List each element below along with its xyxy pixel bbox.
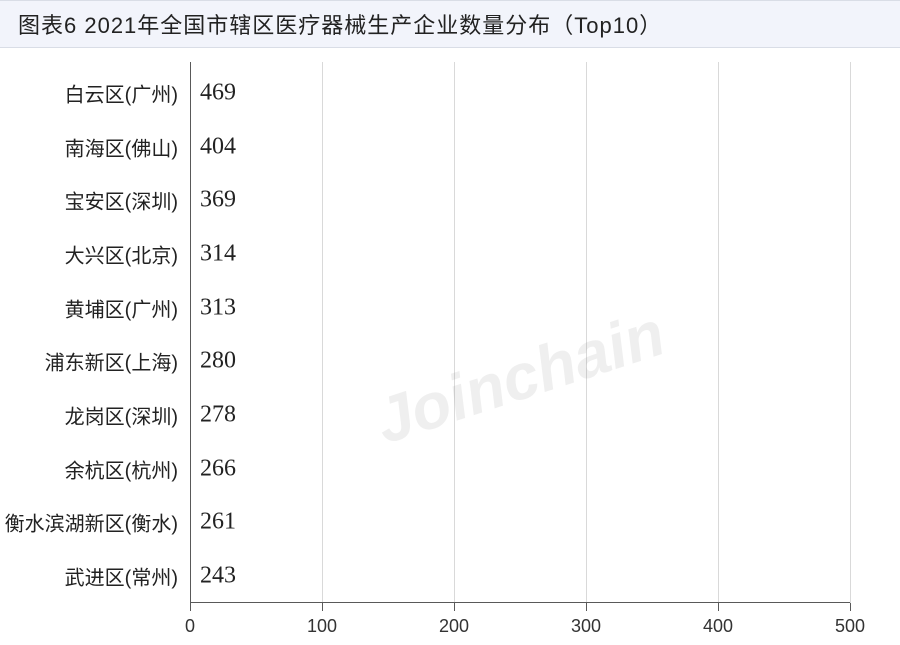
y-category-label: 衡水滨湖新区(衡水) <box>5 508 178 537</box>
chart-title: 图表6 2021年全国市辖区医疗器械生产企业数量分布（Top10） <box>18 8 662 40</box>
y-category-label: 武进区(常州) <box>65 562 178 591</box>
bar-value-label: 469 <box>190 79 236 106</box>
x-tick-mark <box>190 603 191 611</box>
bar-value-label: 243 <box>190 563 236 590</box>
plot-area: 0100200300400500 白云区(广州)469南海区(佛山)404宝安区… <box>0 48 900 645</box>
bar-value-label: 266 <box>190 455 236 482</box>
bar-value-label: 278 <box>190 402 236 429</box>
y-category-label: 白云区(广州) <box>65 78 178 107</box>
bar-value-label: 313 <box>190 294 236 321</box>
bar-value-label: 280 <box>190 348 236 375</box>
gridline <box>850 62 851 603</box>
x-tick-label: 500 <box>835 616 865 637</box>
y-category-label: 宝安区(深圳) <box>65 186 178 215</box>
y-category-label: 黄埔区(广州) <box>65 293 178 322</box>
y-category-label: 浦东新区(上海) <box>45 347 178 376</box>
bar-value-label: 369 <box>190 187 236 214</box>
x-tick-mark <box>586 603 587 611</box>
y-category-label: 龙岗区(深圳) <box>65 401 178 430</box>
bar-value-label: 404 <box>190 133 236 160</box>
x-tick-label: 0 <box>185 616 195 637</box>
x-tick-mark <box>454 603 455 611</box>
x-tick-label: 100 <box>307 616 337 637</box>
chart-container: 图表6 2021年全国市辖区医疗器械生产企业数量分布（Top10） 010020… <box>0 0 900 645</box>
x-tick-label: 200 <box>439 616 469 637</box>
plot-inner: 0100200300400500 白云区(广州)469南海区(佛山)404宝安区… <box>190 66 850 603</box>
y-category-label: 南海区(佛山) <box>65 132 178 161</box>
x-tick-label: 400 <box>703 616 733 637</box>
bar-value-label: 261 <box>190 509 236 536</box>
y-category-label: 大兴区(北京) <box>65 239 178 268</box>
x-tick-mark <box>850 603 851 611</box>
x-tick-label: 300 <box>571 616 601 637</box>
x-tick-mark <box>718 603 719 611</box>
bars-group: 白云区(广州)469南海区(佛山)404宝安区(深圳)369大兴区(北京)314… <box>190 66 850 603</box>
x-tick-mark <box>322 603 323 611</box>
chart-title-bar: 图表6 2021年全国市辖区医疗器械生产企业数量分布（Top10） <box>0 0 900 48</box>
y-category-label: 余杭区(杭州) <box>65 454 178 483</box>
bar-value-label: 314 <box>190 240 236 267</box>
